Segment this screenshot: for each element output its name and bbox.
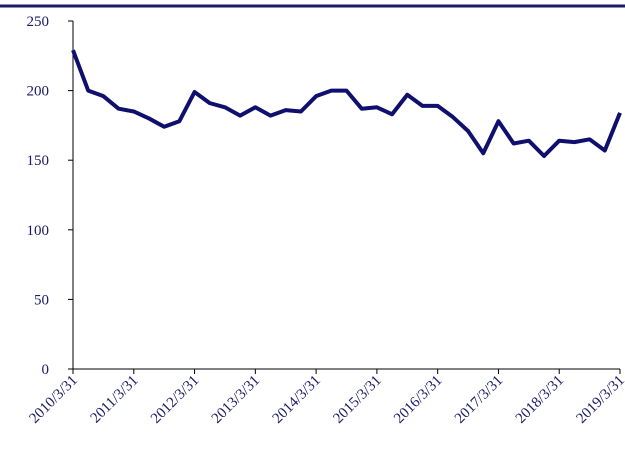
line-series <box>71 49 622 159</box>
y-tick-label: 0 <box>42 362 50 378</box>
x-tick-label: 2012/3/31 <box>148 373 202 427</box>
x-tick-label: 2015/3/31 <box>330 373 384 427</box>
x-tick-label: 2019/3/31 <box>573 373 625 427</box>
y-tick-label: 100 <box>27 223 50 239</box>
x-tick-label: 2017/3/31 <box>452 373 506 427</box>
y-tick-label: 50 <box>34 292 49 308</box>
x-tick-label: 2018/3/31 <box>513 373 567 427</box>
y-tick-label: 250 <box>27 14 50 30</box>
x-tick-label: 2014/3/31 <box>270 373 324 427</box>
x-tick-label: 2011/3/31 <box>88 373 142 427</box>
x-tick-label: 2010/3/31 <box>26 373 80 427</box>
y-tick-label: 150 <box>27 153 50 169</box>
x-tick-label: 2013/3/31 <box>209 373 263 427</box>
x-tick-label: 2016/3/31 <box>391 373 445 427</box>
y-tick-label: 200 <box>27 84 50 100</box>
